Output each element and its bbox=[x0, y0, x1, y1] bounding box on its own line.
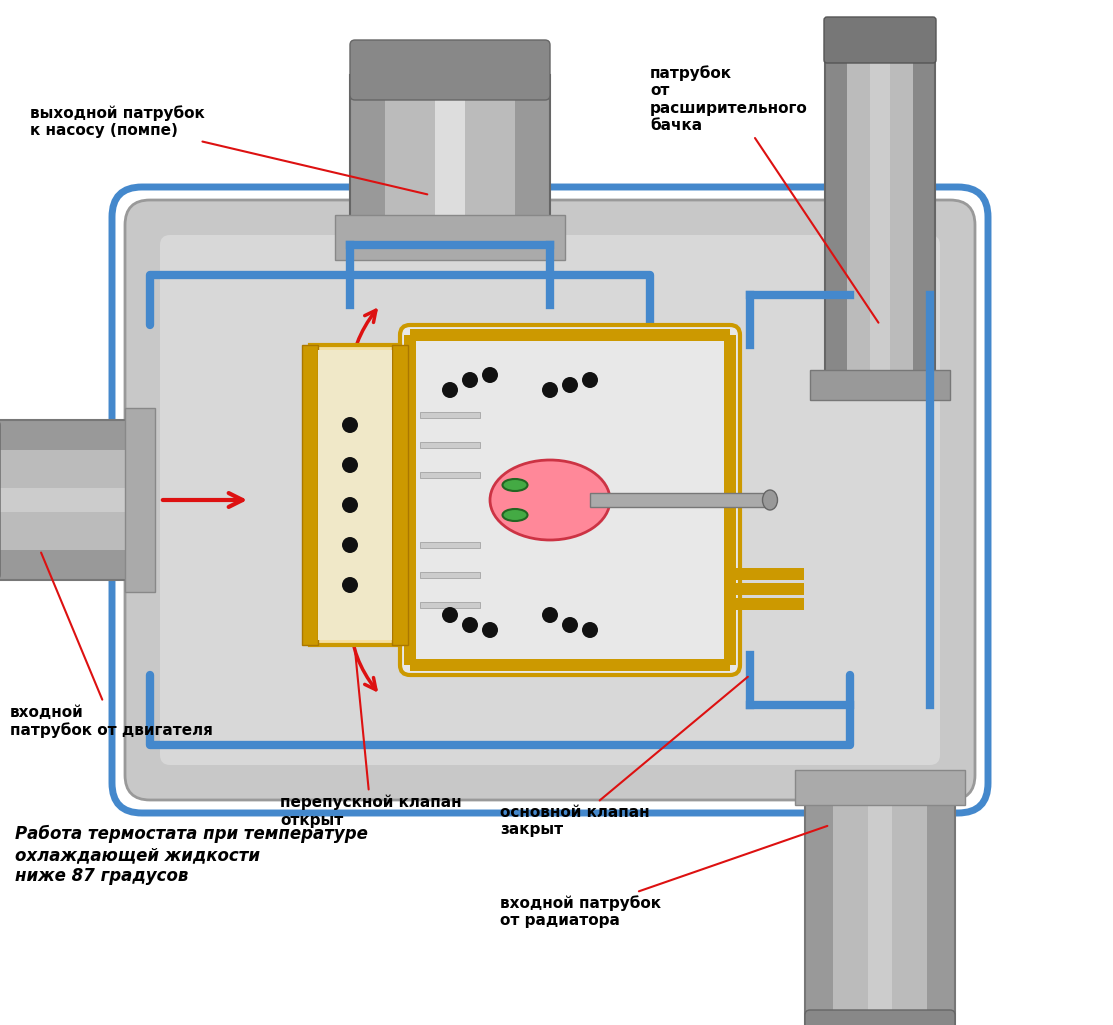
FancyBboxPatch shape bbox=[160, 235, 940, 765]
Circle shape bbox=[442, 382, 459, 398]
Bar bbox=[302, 345, 318, 645]
Text: выходной патрубок
к насосу (помпе): выходной патрубок к насосу (помпе) bbox=[30, 105, 427, 195]
Ellipse shape bbox=[502, 509, 528, 521]
Bar bbox=[870, 45, 890, 375]
FancyBboxPatch shape bbox=[805, 775, 955, 1025]
Ellipse shape bbox=[502, 479, 528, 491]
FancyBboxPatch shape bbox=[349, 40, 550, 100]
Bar bbox=[420, 442, 480, 448]
Text: патрубок
от
расширительного
бачка: патрубок от расширительного бачка bbox=[650, 65, 878, 323]
Circle shape bbox=[482, 367, 498, 383]
Bar bbox=[318, 350, 392, 640]
Bar bbox=[410, 329, 730, 341]
Bar bbox=[420, 412, 480, 418]
Circle shape bbox=[442, 607, 459, 623]
Text: перепускной клапан
открыт: перепускной клапан открыт bbox=[280, 653, 462, 828]
FancyBboxPatch shape bbox=[805, 1010, 955, 1025]
Circle shape bbox=[582, 372, 598, 388]
Bar bbox=[590, 493, 770, 507]
FancyBboxPatch shape bbox=[335, 215, 565, 260]
Circle shape bbox=[342, 537, 358, 554]
Circle shape bbox=[542, 607, 558, 623]
Text: основной клапан
закрыт: основной клапан закрыт bbox=[500, 676, 748, 837]
Circle shape bbox=[562, 617, 578, 633]
FancyBboxPatch shape bbox=[125, 200, 975, 800]
Bar bbox=[435, 75, 465, 226]
Ellipse shape bbox=[762, 490, 778, 510]
Bar bbox=[420, 572, 480, 578]
Circle shape bbox=[342, 497, 358, 512]
Circle shape bbox=[462, 372, 477, 388]
Bar bbox=[833, 775, 927, 1025]
Circle shape bbox=[582, 622, 598, 638]
FancyBboxPatch shape bbox=[825, 45, 935, 375]
Bar bbox=[0, 450, 150, 550]
Bar bbox=[420, 602, 480, 608]
Circle shape bbox=[482, 622, 498, 638]
Text: входной
патрубок от двигателя: входной патрубок от двигателя bbox=[10, 552, 213, 738]
Bar bbox=[410, 659, 730, 671]
Circle shape bbox=[462, 617, 477, 633]
FancyBboxPatch shape bbox=[311, 345, 400, 645]
FancyBboxPatch shape bbox=[795, 770, 965, 805]
Ellipse shape bbox=[490, 460, 610, 540]
Bar bbox=[723, 598, 804, 610]
Text: Работа термостата при температуре
охлаждающей жидкости
ниже 87 градусов: Работа термостата при температуре охлажд… bbox=[14, 825, 368, 885]
Bar bbox=[847, 45, 913, 375]
FancyBboxPatch shape bbox=[810, 370, 951, 400]
Bar bbox=[420, 472, 480, 478]
FancyBboxPatch shape bbox=[349, 75, 550, 226]
Circle shape bbox=[342, 417, 358, 433]
Bar bbox=[404, 335, 416, 665]
Text: входной патрубок
от радиатора: входной патрубок от радиатора bbox=[500, 826, 827, 928]
FancyBboxPatch shape bbox=[824, 17, 936, 63]
Bar bbox=[420, 542, 480, 548]
Circle shape bbox=[342, 457, 358, 473]
Bar bbox=[723, 583, 804, 594]
FancyBboxPatch shape bbox=[125, 408, 155, 592]
FancyBboxPatch shape bbox=[0, 420, 150, 580]
Bar bbox=[723, 568, 804, 580]
Bar bbox=[868, 775, 892, 1025]
Circle shape bbox=[542, 382, 558, 398]
Bar bbox=[392, 345, 408, 645]
Circle shape bbox=[342, 577, 358, 593]
Bar bbox=[0, 488, 150, 512]
Bar bbox=[723, 335, 736, 665]
Bar bbox=[385, 75, 515, 226]
FancyBboxPatch shape bbox=[400, 325, 740, 675]
Circle shape bbox=[562, 377, 578, 393]
